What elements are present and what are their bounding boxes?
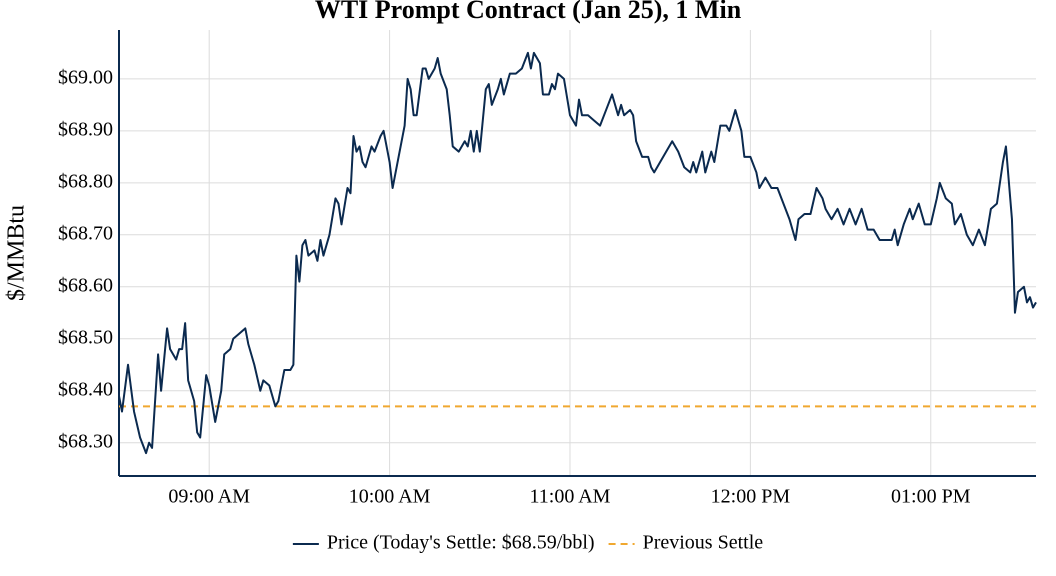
y-axis-label: $/MMBtu bbox=[4, 205, 30, 301]
y-tick-label: $68.60 bbox=[58, 274, 113, 296]
y-tick-label: $68.80 bbox=[58, 170, 113, 192]
y-tick-label: $68.90 bbox=[58, 118, 113, 140]
x-tick-label: 10:00 AM bbox=[349, 486, 431, 508]
y-tick-label: $69.00 bbox=[58, 66, 113, 88]
y-tick-label: $68.40 bbox=[58, 378, 113, 400]
y-tick-label: $68.50 bbox=[58, 326, 113, 348]
chart-title: WTI Prompt Contract (Jan 25), 1 Min bbox=[315, 0, 742, 24]
legend-label: Price (Today's Settle: $68.59/bbl) bbox=[327, 532, 595, 554]
legend-label: Previous Settle bbox=[643, 532, 764, 554]
price-line bbox=[118, 51, 1037, 455]
x-tick-label: 12:00 PM bbox=[711, 486, 791, 508]
y-tick-label: $68.70 bbox=[58, 222, 113, 244]
x-tick-label: 01:00 PM bbox=[891, 486, 971, 508]
x-tick-label: 09:00 AM bbox=[168, 486, 250, 508]
x-tick-label: 11:00 AM bbox=[530, 486, 611, 508]
y-tick-label: $68.30 bbox=[58, 430, 113, 452]
